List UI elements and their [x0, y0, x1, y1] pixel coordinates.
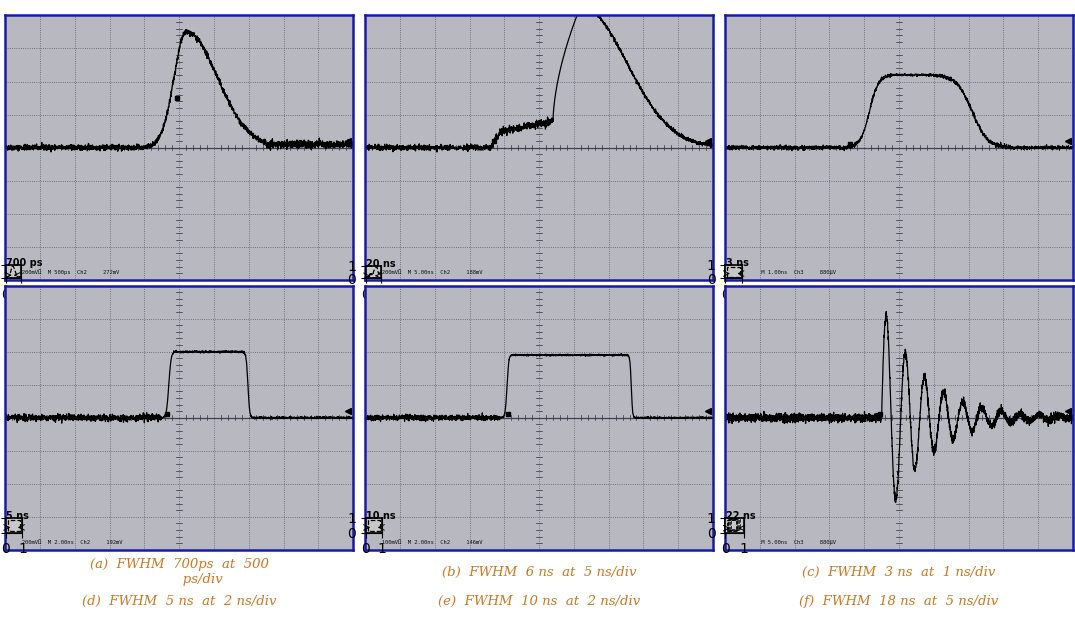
Text: (e)  FWHM  10 ns  at  2 ns/div: (e) FWHM 10 ns at 2 ns/div — [438, 595, 641, 608]
Text: (a)  FWHM  700ps  at  500
           ps/div: (a) FWHM 700ps at 500 ps/div — [90, 558, 269, 586]
Text: (d)  FWHM  5 ns  at  2 ns/div: (d) FWHM 5 ns at 2 ns/div — [82, 595, 276, 608]
Text: M 1.00ns  Ch3     880μV: M 1.00ns Ch3 880μV — [732, 270, 836, 275]
Text: M 5.00ns  Ch3     880μV: M 5.00ns Ch3 880μV — [732, 540, 836, 545]
Text: (b)  FWHM  6 ns  at  5 ns/div: (b) FWHM 6 ns at 5 ns/div — [442, 566, 636, 579]
Text: (f)  FWHM  18 ns  at  5 ns/div: (f) FWHM 18 ns at 5 ns/div — [800, 595, 999, 608]
Text: 100mVΩ  M 2.00ns  Ch2     146mV: 100mVΩ M 2.00ns Ch2 146mV — [372, 540, 483, 545]
Text: (c)  FWHM  3 ns  at  1 ns/div: (c) FWHM 3 ns at 1 ns/div — [802, 566, 995, 579]
Text: 200mVΩ  M 5.00ns  Ch2     188mV: 200mVΩ M 5.00ns Ch2 188mV — [372, 270, 483, 275]
Text: 200mVΩ  M 2.00ns  Ch2     192mV: 200mVΩ M 2.00ns Ch2 192mV — [12, 540, 123, 545]
Text: 200mVΩ  M 500ps  Ch2     272mV: 200mVΩ M 500ps Ch2 272mV — [12, 269, 119, 275]
